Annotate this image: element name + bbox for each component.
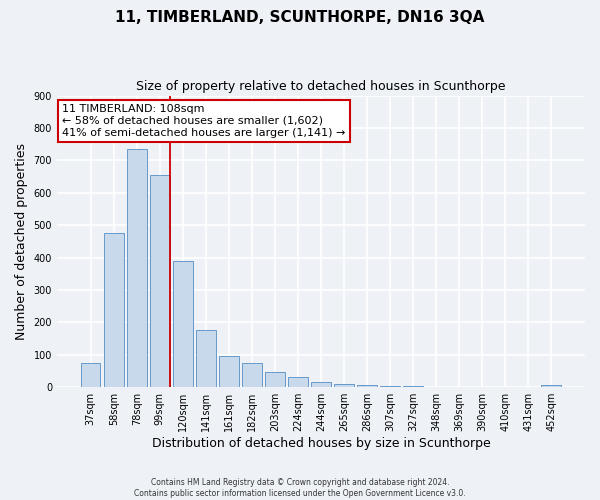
Bar: [81, 363, 100, 387]
Bar: [311, 382, 331, 387]
Bar: [242, 363, 262, 387]
Bar: [426, 386, 446, 387]
Text: 11 TIMBERLAND: 108sqm
← 58% of detached houses are smaller (1,602)
41% of semi-d: 11 TIMBERLAND: 108sqm ← 58% of detached …: [62, 104, 346, 138]
Text: 11, TIMBERLAND, SCUNTHORPE, DN16 3QA: 11, TIMBERLAND, SCUNTHORPE, DN16 3QA: [115, 10, 485, 25]
Bar: [380, 386, 400, 387]
Title: Size of property relative to detached houses in Scunthorpe: Size of property relative to detached ho…: [136, 80, 506, 93]
Bar: [357, 385, 377, 387]
Bar: [127, 149, 146, 387]
Bar: [403, 386, 423, 387]
Bar: [288, 377, 308, 387]
X-axis label: Distribution of detached houses by size in Scunthorpe: Distribution of detached houses by size …: [152, 437, 490, 450]
Bar: [541, 385, 561, 387]
Bar: [265, 372, 284, 387]
Bar: [334, 384, 354, 387]
Bar: [150, 175, 170, 387]
Text: Contains HM Land Registry data © Crown copyright and database right 2024.
Contai: Contains HM Land Registry data © Crown c…: [134, 478, 466, 498]
Bar: [173, 261, 193, 387]
Bar: [219, 356, 239, 387]
Bar: [104, 234, 124, 387]
Y-axis label: Number of detached properties: Number of detached properties: [15, 143, 28, 340]
Bar: [449, 386, 469, 387]
Bar: [196, 330, 215, 387]
